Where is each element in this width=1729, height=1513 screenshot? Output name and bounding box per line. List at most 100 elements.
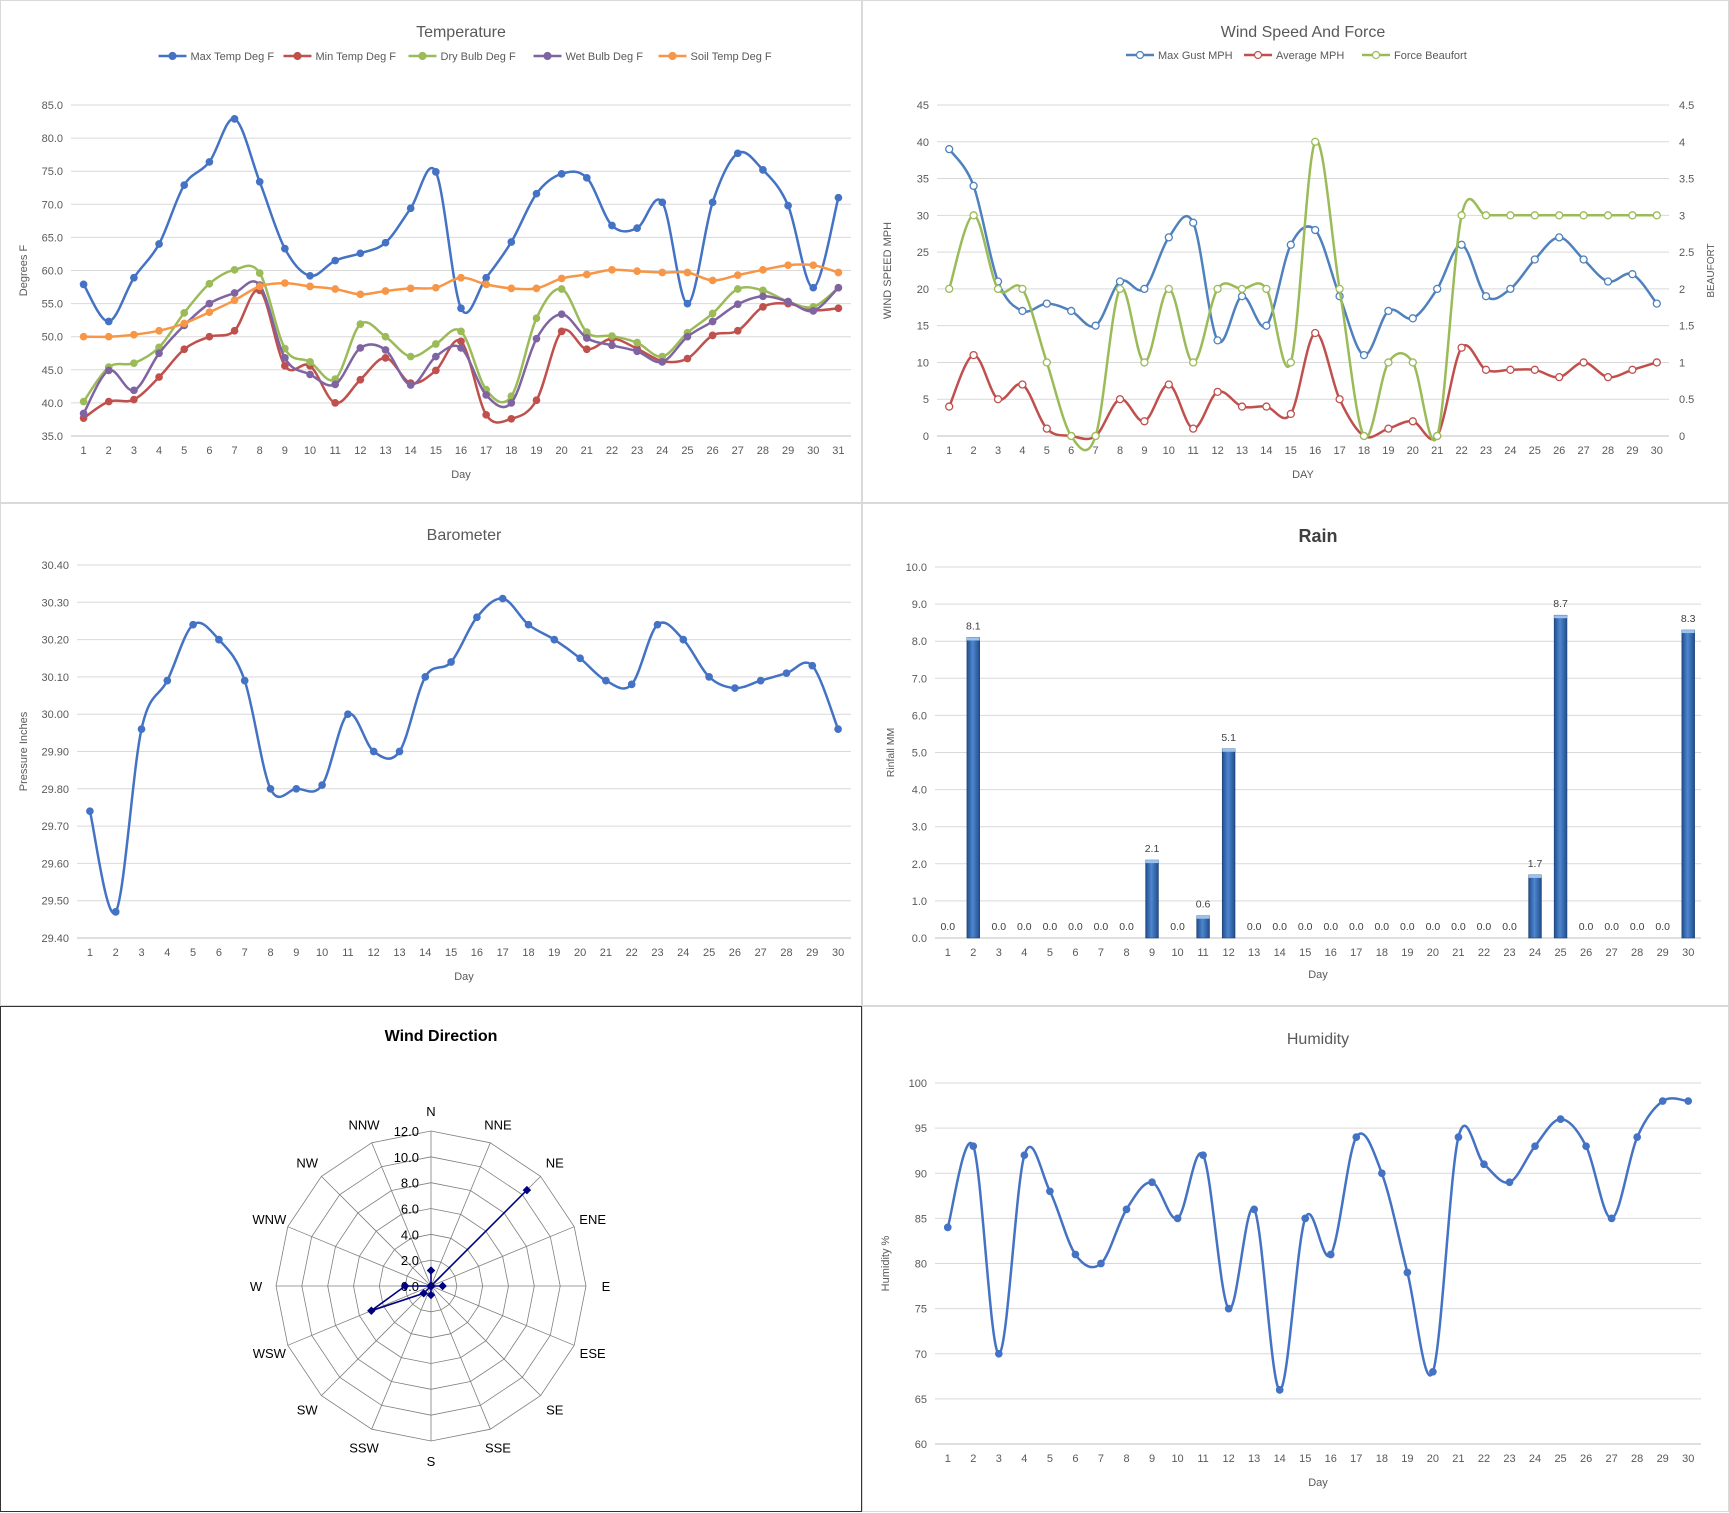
data-point <box>1164 380 1173 389</box>
x-tick-label: 6 <box>1072 947 1078 959</box>
data-point <box>1505 1178 1514 1187</box>
y-tick-label: 85 <box>915 1213 927 1225</box>
x-tick-label: 24 <box>1529 1453 1541 1465</box>
data-point <box>834 283 843 292</box>
bar <box>966 637 980 939</box>
data-point <box>457 337 465 346</box>
data-label: 0.0 <box>992 921 1007 933</box>
data-point <box>356 375 365 384</box>
data-point <box>782 669 791 678</box>
y-tick-label: 30 <box>917 210 929 222</box>
data-label: 0.0 <box>1451 921 1466 933</box>
data-point <box>381 238 390 247</box>
data-point <box>733 271 742 279</box>
legend-item: Soil Temp Deg F <box>658 51 772 63</box>
data-point <box>369 747 378 756</box>
bar-top <box>966 637 980 641</box>
y-right-tick-label: 0.5 <box>1679 394 1694 406</box>
y-right-tick-label: 3 <box>1679 210 1685 222</box>
data-point <box>104 366 113 375</box>
data-point <box>1140 417 1149 426</box>
legend-label: Max Temp Deg F <box>191 51 275 63</box>
data-label: 8.3 <box>1681 613 1696 625</box>
x-tick-label: 6 <box>206 445 212 457</box>
data-point <box>733 300 742 309</box>
x-tick-label: 3 <box>996 947 1002 959</box>
x-tick-label: 8 <box>1123 947 1129 959</box>
data-point <box>1454 1133 1463 1141</box>
chart-title: Barometer <box>427 527 502 544</box>
x-tick-label: 9 <box>282 445 288 457</box>
data-point <box>381 354 390 362</box>
x-tick-label: 15 <box>430 445 442 457</box>
x-tick-label: 11 <box>1197 1453 1208 1465</box>
data-point <box>331 399 340 407</box>
data-point <box>189 620 197 629</box>
temperature-chart: Temperature 35.0 40.0 45.0 50.0 55.0 60.0 65.0 7… <box>18 24 851 481</box>
y-tick-label: 29.40 <box>41 933 69 945</box>
data-point <box>658 198 667 207</box>
y-tick-label: 1.0 <box>912 896 927 908</box>
y-tick-label: 75 <box>915 1304 927 1316</box>
direction-label: SSE <box>485 1441 511 1456</box>
data-point <box>1018 306 1027 316</box>
x-tick-label: 24 <box>677 947 689 959</box>
data-point <box>1262 321 1271 330</box>
data-point <box>1607 1214 1616 1223</box>
data-point <box>205 332 214 341</box>
data-point <box>945 402 954 411</box>
data-point <box>79 280 88 289</box>
data-point <box>473 613 481 622</box>
data-point <box>633 224 641 232</box>
data-point <box>1018 380 1027 389</box>
x-tick-label: 15 <box>1299 947 1311 959</box>
x-tick-label: 21 <box>581 445 593 457</box>
radial-tick-label: 6.0 <box>401 1202 419 1217</box>
radial-tick-label: 8.0 <box>401 1176 419 1191</box>
legend-label: Dry Bulb Deg F <box>441 51 516 63</box>
x-tick-label: 1 <box>945 947 951 959</box>
data-point <box>945 284 954 294</box>
x-tick-label: 23 <box>1503 947 1515 959</box>
x-tick-label: 28 <box>757 445 769 457</box>
x-tick-label: 22 <box>1478 947 1490 959</box>
bar-top <box>1554 615 1567 619</box>
y-tick-label: 29.80 <box>41 784 69 796</box>
x-tick-label: 24 <box>1529 947 1541 959</box>
data-point <box>356 249 365 258</box>
x-tick-label: 19 <box>1401 1453 1413 1465</box>
x-tick-label: 3 <box>138 947 144 959</box>
data-point <box>582 173 591 182</box>
data-point <box>1140 284 1149 294</box>
barometer-chart: Barometer 29.40 29.50 29.60 29.70 29.80 29.90 3… <box>18 527 851 983</box>
data-point <box>708 276 717 285</box>
data-point <box>356 320 365 328</box>
legend-marker <box>1253 50 1263 60</box>
data-point <box>1579 255 1588 264</box>
data-point <box>1579 211 1588 220</box>
data-point <box>1603 277 1613 286</box>
x-tick-label: 16 <box>1309 445 1321 457</box>
x-tick-label: 3 <box>996 1453 1002 1465</box>
data-point <box>155 373 163 381</box>
legend-marker <box>418 51 427 61</box>
data-point <box>281 244 289 253</box>
x-tick-label: 29 <box>1657 1453 1669 1465</box>
x-tick-label: 26 <box>706 445 718 457</box>
data-point <box>532 334 541 343</box>
x-tick-label: 9 <box>1141 445 1147 457</box>
x-tick-label: 14 <box>405 445 417 457</box>
data-point <box>1311 137 1320 146</box>
x-tick-label: 25 <box>1529 445 1541 457</box>
data-point <box>557 310 566 319</box>
data-point <box>155 240 163 248</box>
data-point <box>1359 350 1369 360</box>
data-point <box>395 747 404 756</box>
data-point <box>306 370 314 379</box>
bar <box>1196 915 1210 939</box>
x-tick-label: 28 <box>1631 947 1643 959</box>
data-point <box>1115 277 1125 286</box>
data-point <box>1384 424 1393 433</box>
chart-title: Humidity <box>1287 1031 1349 1048</box>
data-point <box>1555 211 1564 220</box>
